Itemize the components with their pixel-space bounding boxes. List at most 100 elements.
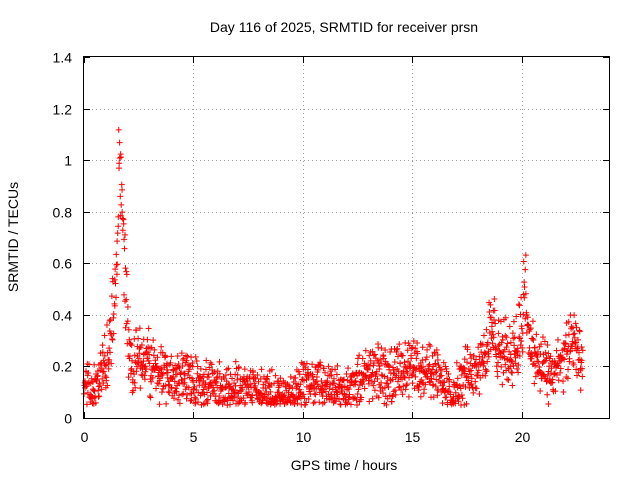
data-point [223,384,230,391]
data-point [149,374,156,381]
data-point [417,393,424,400]
data-point [107,316,114,323]
data-point [419,344,426,351]
data-point [422,381,429,388]
data-point [446,376,453,383]
data-point [362,347,369,354]
data-point [489,328,496,335]
data-point [105,365,112,372]
data-point [366,398,373,405]
data-point [118,201,125,208]
data-point [377,356,384,363]
data-point [536,367,543,374]
data-point [247,381,254,388]
data-point [262,385,269,392]
data-point [129,357,136,364]
data-point [268,366,275,373]
data-point [522,266,529,273]
axis-ticks: 0 5 10 15 20 0 0.2 0.4 0.6 0.8 1 1.2 1.4 [53,50,609,445]
data-point [311,390,318,397]
x-tick-label: 15 [405,429,421,445]
data-point [99,375,106,382]
data-point [404,347,411,354]
data-point [241,366,248,373]
data-point [180,390,187,397]
data-point [140,358,147,365]
data-point [245,391,252,398]
data-point [394,345,401,352]
data-point [389,364,396,371]
data-point [113,251,120,258]
data-point [354,361,361,368]
data-point [136,325,143,332]
data-point [121,236,128,243]
y-axis-label: SRMTID / TECUs [5,182,21,292]
data-point [423,354,430,361]
data-point [332,384,339,391]
data-point [406,342,413,349]
data-point [563,351,570,358]
data-point [112,280,119,287]
data-point [468,371,475,378]
data-point [390,388,397,395]
data-point [326,385,333,392]
data-point [142,368,149,375]
data-point [303,399,310,406]
data-point [242,399,249,406]
data-point [571,334,578,341]
data-point [171,378,178,385]
data-point [216,358,223,365]
data-point [361,385,368,392]
data-point [234,394,241,401]
data-point [83,401,90,408]
data-point [507,351,514,358]
data-point [433,346,440,353]
data-point [257,375,264,382]
data-point [570,331,577,338]
data-point [544,391,551,398]
data-point [459,395,466,402]
data-point [118,154,125,161]
data-point [511,342,518,349]
data-point [160,370,167,377]
data-point [375,394,382,401]
data-point [372,355,379,362]
data-point [106,345,113,352]
data-point [404,381,411,388]
data-point [487,301,494,308]
data-point [204,396,211,403]
data-point [214,373,221,380]
data-point [333,395,340,402]
data-point [497,318,504,325]
data-point [120,220,127,227]
data-point [320,365,327,372]
data-point [458,372,465,379]
data-point [179,362,186,369]
data-point [543,354,550,361]
data-point [434,357,441,364]
data-point [234,371,241,378]
data-point [541,338,548,345]
y-tick-label: 0.2 [53,359,73,375]
data-point [165,388,172,395]
data-point [167,359,174,366]
data-point [126,336,133,343]
data-point [252,375,259,382]
data-point [376,363,383,370]
data-point [468,380,475,387]
data-point [281,392,288,399]
data-point [381,373,388,380]
data-point [194,370,201,377]
data-point [108,360,115,367]
data-point [115,126,122,133]
data-point [389,376,396,383]
data-point [370,382,377,389]
data-point [473,385,480,392]
data-point [107,349,114,356]
data-point [222,372,229,379]
data-point [125,326,132,333]
data-point [225,390,232,397]
x-tick-label: 10 [296,429,312,445]
data-point [218,385,225,392]
data-point [141,376,148,383]
